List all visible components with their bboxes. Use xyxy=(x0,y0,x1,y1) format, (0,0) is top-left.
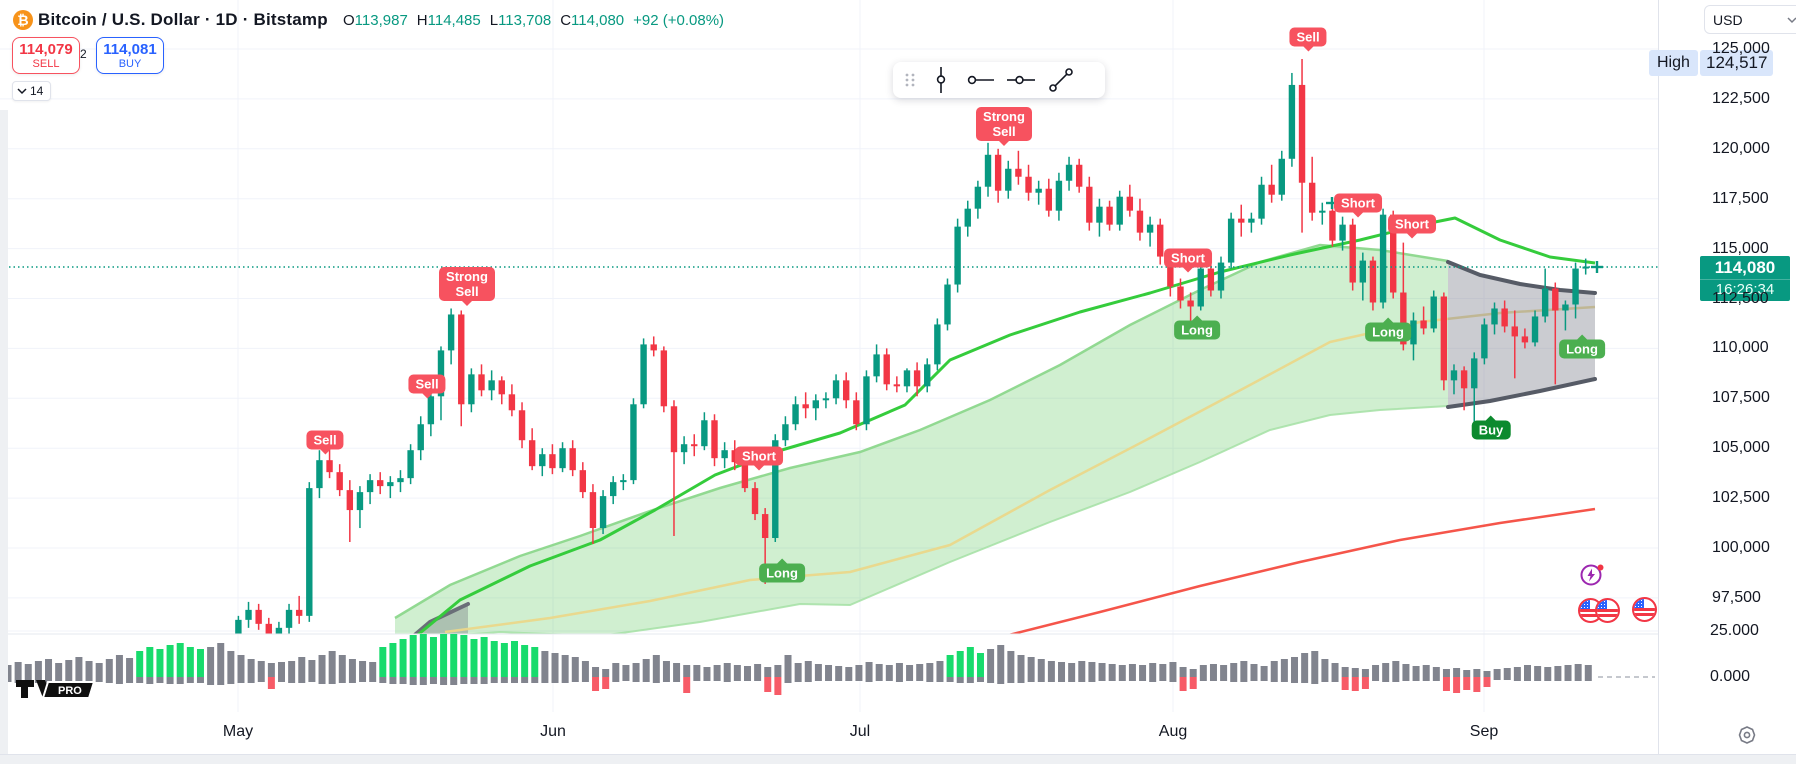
chevron-down-icon xyxy=(17,88,27,95)
horizontal-ray-tool-icon[interactable] xyxy=(961,65,1001,95)
sell-price: 114,079 xyxy=(19,41,73,58)
time-scale-month-label: Jul xyxy=(849,723,871,740)
currency-selector[interactable]: USD xyxy=(1704,5,1796,34)
signal-badge-strong-sell: Strong Sell xyxy=(439,267,495,306)
price-scale-label: 105,000 xyxy=(1712,439,1770,457)
volume-pane xyxy=(4,634,1655,695)
interval-value: 14 xyxy=(30,84,44,98)
drawing-toolbar[interactable] xyxy=(893,62,1105,98)
buy-button[interactable]: 114,081 BUY xyxy=(96,37,164,74)
ohlc-value: 113,987 xyxy=(354,12,408,29)
price-scale-label: 115,000 xyxy=(1712,239,1769,257)
symbol-title[interactable]: Bitcoin / U.S. Dollar · 1D · Bitstamp xyxy=(38,10,328,29)
sell-button[interactable]: 114,079 SELL xyxy=(12,37,80,74)
channel-start-wedge xyxy=(412,602,470,634)
price-scale-label: 97,500 xyxy=(1712,588,1761,606)
signal-badge-short: Short xyxy=(1388,214,1436,239)
ohlc-value: 114,485 xyxy=(427,12,481,29)
pro-badge: PRO xyxy=(58,685,82,697)
signal-badge-sell: Sell xyxy=(1289,27,1327,52)
channel-top-line xyxy=(1446,260,1597,295)
drag-handle-icon[interactable] xyxy=(899,65,921,95)
fast-ma-line xyxy=(416,216,1596,634)
chevron-down-icon xyxy=(1787,16,1796,23)
ohlc-key: H xyxy=(416,12,428,29)
signal-badge-sell: Sell xyxy=(408,374,446,399)
signal-badge-long: Long xyxy=(759,558,805,583)
interval-dropdown[interactable]: 14 xyxy=(12,81,52,101)
time-scale-month-label: Sep xyxy=(1469,723,1499,740)
spread-value: 2 xyxy=(80,47,87,61)
price-scale-label: 100,000 xyxy=(1712,539,1770,556)
price-scale-label: 110,000 xyxy=(1712,339,1769,357)
signal-badge-long: Long xyxy=(1174,315,1220,340)
ideas-lightning-icon[interactable] xyxy=(1580,563,1606,587)
signal-badge-sell: Sell xyxy=(306,430,344,455)
window-bottom-edge xyxy=(0,755,1796,764)
signal-badge-strong-sell: Strong Sell xyxy=(976,107,1032,146)
slow-ma-line xyxy=(444,305,1596,634)
price-pane xyxy=(0,58,1658,634)
tradingview-logo[interactable]: PRO xyxy=(14,676,114,702)
high-label: High xyxy=(1649,50,1698,76)
long-term-ma-line xyxy=(1007,507,1596,634)
ohlc-key: L xyxy=(489,12,499,29)
bar-countdown: 16:26:34 xyxy=(1700,279,1790,301)
current-price-badge: 114,080 16:26:34 xyxy=(1700,256,1790,301)
ohlc-value: 113,708 xyxy=(498,12,552,29)
candles xyxy=(235,58,1589,634)
trend-line-tool-icon[interactable] xyxy=(1041,65,1081,95)
price-scale-border xyxy=(1658,0,1659,754)
buy-price: 114,081 xyxy=(103,41,157,58)
signal-badge-short: Short xyxy=(1164,248,1212,273)
bitcoin-icon: ₿ xyxy=(13,10,33,30)
price-scale-label: 112,500 xyxy=(1712,289,1769,307)
time-scale-settings-gear-icon[interactable] xyxy=(1736,725,1758,745)
us-economic-event-flag-icon[interactable] xyxy=(1632,597,1657,622)
price-scale-label: 107,500 xyxy=(1712,389,1770,407)
us-economic-event-flag-icon[interactable] xyxy=(1595,598,1620,623)
current-price: 114,080 xyxy=(1714,258,1776,277)
price-scale-label: 117,500 xyxy=(1712,189,1769,207)
cross-line-tool-icon[interactable] xyxy=(921,65,961,95)
price-scale-label: 122,500 xyxy=(1712,89,1770,107)
signal-badge-long: Long xyxy=(1559,334,1605,359)
horizontal-line-tool-icon[interactable] xyxy=(1001,65,1041,95)
signal-badge-short: Short xyxy=(735,446,783,471)
volume-scale-label: 25.000 xyxy=(1710,622,1759,639)
time-scale-month-label: May xyxy=(222,723,254,740)
price-scale-label: 120,000 xyxy=(1712,139,1770,157)
change-value: +92 (+0.08%) xyxy=(633,12,725,29)
ohlc-key: O xyxy=(343,12,355,29)
sell-label: SELL xyxy=(32,58,60,70)
price-scale-label: 102,500 xyxy=(1712,489,1770,507)
time-scale-month-label: Aug xyxy=(1158,723,1188,740)
left-edge-panel xyxy=(0,110,8,755)
buy-label: BUY xyxy=(118,58,142,70)
time-scale-month-label: Jun xyxy=(540,723,566,740)
signal-badge-short: Short xyxy=(1334,193,1382,218)
high-value: 124,517 xyxy=(1700,50,1774,76)
signal-badge-buy: Buy xyxy=(1471,415,1511,440)
ohlc-value: 114,080 xyxy=(571,12,625,29)
channel-bottom-line xyxy=(1446,377,1597,409)
currency-value: USD xyxy=(1713,11,1743,28)
ohlc-key: C xyxy=(560,12,572,29)
time-scale-border xyxy=(0,754,1796,755)
volume-scale-label: 0.000 xyxy=(1710,668,1751,685)
signal-badge-long: Long xyxy=(1365,317,1411,342)
plus-marker xyxy=(1591,261,1603,273)
ohlc-values: O113,987 H114,485 L113,708 C114,080 +92 (+0.… xyxy=(334,12,724,29)
price-scale-label: 125,000 xyxy=(1712,40,1770,57)
